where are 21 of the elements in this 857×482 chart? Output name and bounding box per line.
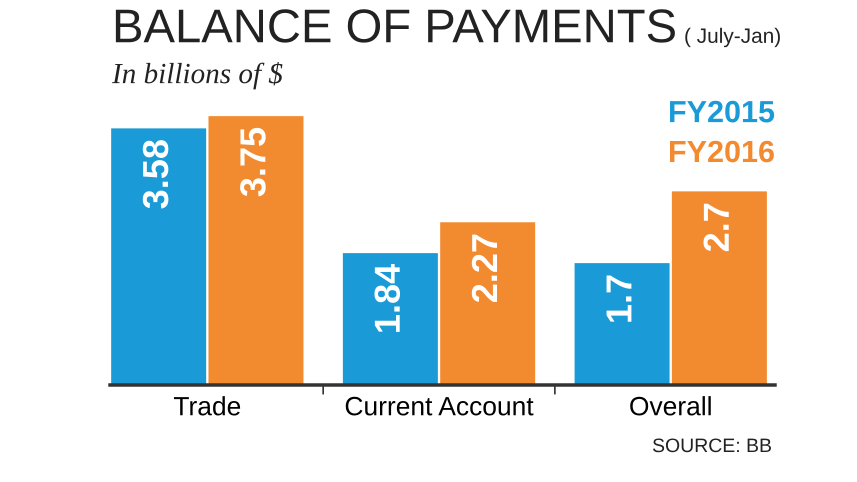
chart-subtitle: In billions of $ [112, 62, 282, 90]
bar [574, 263, 670, 385]
source-note: SOURCE: BB [652, 438, 771, 452]
data-label: 1.7 [606, 275, 632, 322]
data-label: 2.27 [472, 234, 498, 302]
bar [342, 253, 438, 385]
bar [672, 191, 767, 385]
x-tick-label: Overall [630, 396, 711, 416]
text: ( July-Jan) [685, 28, 780, 48]
data-label: 3.75 [240, 128, 266, 196]
x-tick-label: Current Account [346, 396, 534, 416]
data-label: 3.58 [142, 140, 168, 209]
x-tick-label: Trade [174, 396, 240, 416]
bar [440, 222, 536, 385]
series-label: FY2016 [670, 140, 774, 162]
data-label: 2.7 [704, 204, 729, 252]
data-label: 1.84 [374, 264, 400, 332]
bar [208, 116, 304, 385]
chart-title: BALANCE OF PAYMENTS [116, 9, 675, 43]
text: FY2015 [670, 100, 774, 122]
bar [111, 128, 206, 385]
